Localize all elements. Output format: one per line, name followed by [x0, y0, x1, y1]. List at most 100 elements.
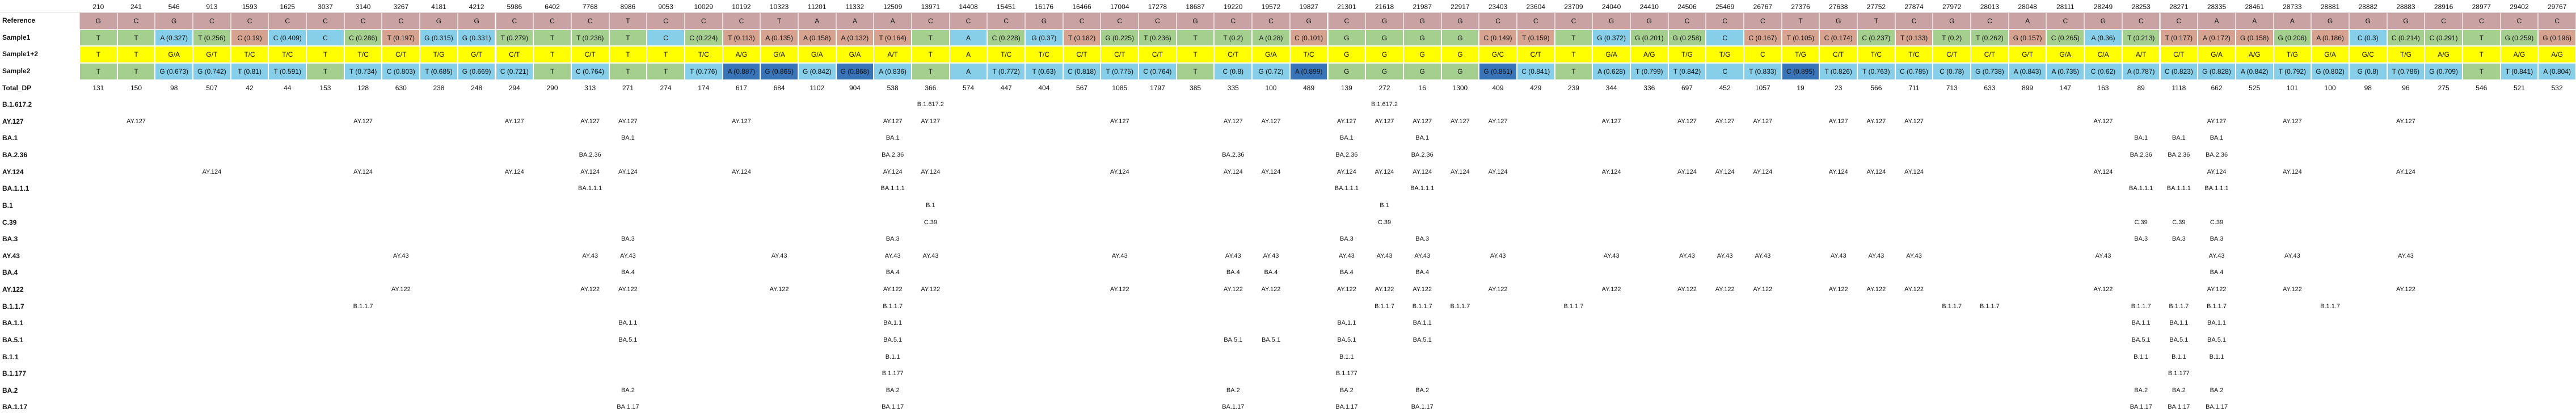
- base-cell: T (0.591): [268, 62, 307, 80]
- lineage-cell: B.1.617.2: [917, 101, 944, 108]
- lineage-cell: AY.43: [1225, 252, 1241, 259]
- lineage-cell: B.1: [926, 201, 935, 209]
- base-cell: G: [1327, 29, 1366, 47]
- lineage-cell: BA.1.1: [1337, 320, 1356, 327]
- lineage-cell: AY.43: [393, 252, 409, 259]
- base-cell: T: [2462, 62, 2501, 80]
- lineage-cell: AY.43: [1338, 252, 1355, 259]
- row-label: Reference: [2, 16, 36, 24]
- base-cell: T: [1857, 12, 1895, 30]
- row-label: B.1.617.2: [2, 100, 32, 109]
- lineage-cell: B.1.1.7: [1563, 302, 1584, 310]
- position-header: 10323: [769, 3, 789, 11]
- lineage-cell: AY.43: [2398, 252, 2414, 259]
- row-label: BA.2: [2, 386, 18, 394]
- base-cell: T (0.833): [1744, 62, 1782, 80]
- base-cell: T: [912, 62, 950, 80]
- lineage-cell: BA.1.17: [1335, 404, 1358, 411]
- base-cell: C: [2122, 12, 2160, 30]
- base-cell: C (0.149): [1479, 29, 1517, 47]
- base-cell: C: [1668, 12, 1706, 30]
- position-header: 27376: [1791, 3, 1810, 11]
- lineage-cell: AY.122: [1413, 286, 1432, 293]
- lineage-cell: AY.124: [921, 168, 941, 175]
- lineage-cell: AY.124: [1866, 168, 1886, 175]
- base-cell: G/A: [2311, 46, 2349, 63]
- base-cell: T: [1554, 62, 1593, 80]
- base-cell: A (0.135): [760, 29, 798, 47]
- lineage-cell: AY.127: [127, 117, 146, 125]
- lineage-cell: AY.124: [731, 168, 751, 175]
- lineage-cell: AY.43: [1679, 252, 1695, 259]
- lineage-cell: B.1.177: [882, 370, 904, 377]
- base-cell: G/T: [193, 46, 231, 63]
- depth-cell: 335: [1227, 83, 1239, 92]
- base-cell: G/A: [2046, 46, 2085, 63]
- lineage-cell: AY.127: [580, 117, 600, 125]
- base-cell: C/T: [1933, 46, 1971, 63]
- position-header: 28883: [2396, 3, 2415, 11]
- depth-cell: 100: [2324, 83, 2336, 92]
- position-header: 23403: [1488, 3, 1508, 11]
- position-header: 22917: [1451, 3, 1470, 11]
- base-cell: C (0.19): [230, 29, 269, 47]
- base-cell: T: [609, 29, 647, 47]
- position-header: 28335: [2207, 3, 2227, 11]
- lineage-cell: AY.127: [1450, 117, 1470, 125]
- depth-cell: 153: [319, 83, 331, 92]
- depth-cell: 567: [1076, 83, 1088, 92]
- base-cell: T (0.113): [722, 29, 761, 47]
- lineage-cell: AY.43: [884, 252, 901, 259]
- lineage-cell: AY.122: [1261, 286, 1281, 293]
- lineage-cell: BA.4: [621, 269, 635, 276]
- lineage-cell: AY.127: [2282, 117, 2302, 125]
- lineage-cell: AY.122: [2282, 286, 2302, 293]
- depth-cell: 525: [2249, 83, 2261, 92]
- lineage-cell: BA.2.36: [579, 152, 601, 158]
- base-cell: T (0.63): [1025, 62, 1063, 80]
- base-cell: T: [912, 46, 950, 63]
- lineage-cell: B.1.1.7: [1450, 302, 1470, 310]
- base-cell: C: [647, 12, 685, 30]
- base-cell: G (0.865): [760, 62, 798, 80]
- base-cell: G: [1441, 29, 1479, 47]
- base-cell: G (0.225): [1101, 29, 1139, 47]
- lineage-cell: AY.124: [2093, 168, 2113, 175]
- base-cell: C (0.62): [2084, 62, 2122, 80]
- depth-cell: 96: [2402, 83, 2410, 92]
- base-cell: T: [117, 29, 155, 47]
- lineage-cell: BA.3: [1415, 236, 1430, 243]
- lineage-cell: C.39: [2134, 218, 2148, 226]
- base-cell: A/G: [2425, 46, 2463, 63]
- base-cell: G (0.802): [2311, 62, 2349, 80]
- lineage-cell: AY.122: [1223, 286, 1243, 293]
- base-cell: A: [949, 62, 988, 80]
- base-cell: T: [117, 46, 155, 63]
- lineage-cell: BA.2: [2210, 386, 2224, 394]
- base-cell: T (0.2): [1933, 29, 1971, 47]
- depth-cell: 163: [2097, 83, 2109, 92]
- lineage-cell: AY.127: [2207, 117, 2227, 125]
- lineage-cell: B.1.1: [2134, 353, 2148, 360]
- lineage-cell: BA.2: [1339, 386, 1354, 394]
- base-cell: C: [684, 12, 723, 30]
- lineage-cell: BA.1.1.1: [880, 185, 905, 192]
- depth-cell: 42: [246, 83, 254, 92]
- base-cell: C (0.818): [1063, 62, 1101, 80]
- lineage-cell: BA.2.36: [1222, 152, 1245, 158]
- base-cell: G/A: [1252, 46, 1290, 63]
- base-cell: T (0.236): [1139, 29, 1177, 47]
- base-cell: A (0.804): [2538, 62, 2576, 80]
- lineage-cell: AY.124: [1753, 168, 1773, 175]
- base-cell: C: [2046, 12, 2085, 30]
- base-cell: G (0.259): [2500, 29, 2539, 47]
- base-cell: A (0.132): [836, 29, 874, 47]
- base-cell: T: [533, 29, 571, 47]
- base-cell: C (0.8): [1214, 62, 1253, 80]
- base-cell: C: [306, 12, 344, 30]
- lineage-cell: B.1.1.7: [883, 302, 903, 310]
- depth-cell: 1085: [1112, 83, 1128, 92]
- position-header: 14408: [959, 3, 978, 11]
- base-cell: C: [230, 12, 269, 30]
- base-cell: T (0.775): [1101, 62, 1139, 80]
